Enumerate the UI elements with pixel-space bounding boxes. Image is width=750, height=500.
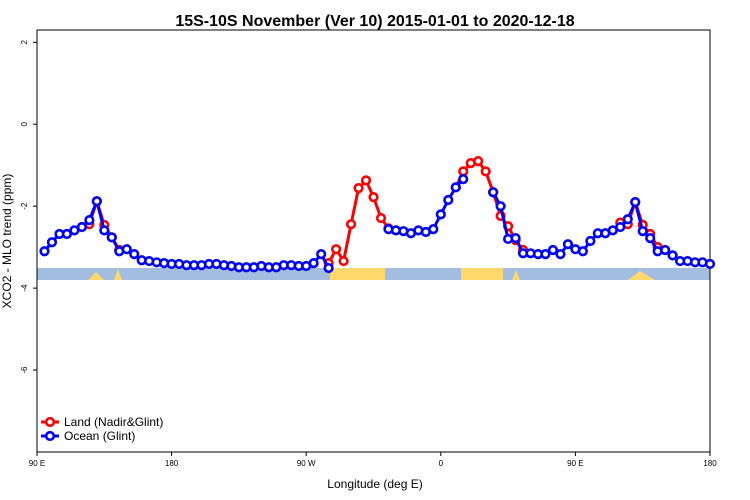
data-point bbox=[704, 258, 716, 270]
data-point bbox=[91, 196, 102, 207]
data-point bbox=[61, 228, 73, 240]
data-point bbox=[540, 249, 551, 260]
data-point bbox=[667, 250, 678, 261]
data-point bbox=[368, 192, 379, 203]
data-point bbox=[39, 246, 50, 257]
x-tick-label: 90 E bbox=[29, 459, 45, 468]
data-point bbox=[473, 156, 484, 167]
data-point bbox=[622, 214, 633, 225]
data-point bbox=[316, 249, 327, 260]
y-tick-label: -6 bbox=[20, 366, 29, 374]
data-point bbox=[121, 244, 132, 255]
y-axis-label: XCO2 - MLO trend (ppm) bbox=[0, 174, 14, 309]
data-point bbox=[129, 249, 140, 260]
x-axis-label: Longitude (deg E) bbox=[327, 477, 422, 491]
data-point bbox=[353, 183, 364, 194]
data-point bbox=[547, 244, 559, 256]
x-tick-label: 180 bbox=[165, 459, 179, 468]
data-point bbox=[660, 244, 671, 256]
legend-label: Ocean (Glint) bbox=[64, 429, 135, 443]
data-point bbox=[645, 233, 656, 244]
legend-marker bbox=[44, 430, 56, 442]
legend-marker bbox=[44, 416, 56, 428]
data-point bbox=[375, 212, 387, 224]
x-tick-label: 90 E bbox=[567, 459, 583, 468]
data-point bbox=[435, 209, 446, 220]
data-point bbox=[345, 219, 357, 230]
y-tick-label: 2 bbox=[20, 40, 29, 45]
data-point bbox=[637, 226, 648, 237]
data-point bbox=[630, 196, 641, 208]
data-point bbox=[106, 232, 117, 243]
data-point bbox=[338, 255, 349, 267]
data-point bbox=[555, 249, 566, 260]
data-point bbox=[99, 225, 110, 236]
y-tick-label: 0 bbox=[20, 121, 29, 126]
data-point bbox=[428, 224, 439, 235]
data-point bbox=[615, 221, 626, 233]
data-point bbox=[360, 175, 372, 186]
y-tick-label: -2 bbox=[20, 202, 29, 210]
plot-frame bbox=[36, 29, 711, 453]
chart-title: 15S-10S November (Ver 10) 2015-01-01 to … bbox=[175, 13, 574, 30]
data-point bbox=[458, 174, 469, 185]
data-point bbox=[562, 239, 574, 250]
y-tick-label: -4 bbox=[20, 284, 29, 292]
x-tick-label: 0 bbox=[439, 459, 444, 468]
series-line bbox=[43, 178, 711, 269]
data-point bbox=[585, 235, 596, 247]
data-point bbox=[488, 187, 499, 198]
data-point bbox=[46, 237, 58, 248]
data-point bbox=[510, 233, 521, 244]
legend: Land (Nadir&Glint)Ocean (Glint) bbox=[41, 415, 163, 443]
data-point bbox=[323, 262, 334, 274]
x-tick-label: 180 bbox=[703, 459, 717, 468]
data-point bbox=[76, 221, 87, 233]
data-point bbox=[84, 215, 95, 226]
x-tick-label: 90 W bbox=[297, 459, 316, 468]
data-point bbox=[495, 201, 506, 212]
land-ocean-strip bbox=[37, 268, 710, 280]
data-point bbox=[458, 166, 469, 177]
legend-label: Land (Nadir&Glint) bbox=[64, 415, 163, 429]
data-point bbox=[577, 246, 588, 257]
data-point bbox=[480, 166, 491, 177]
data-point bbox=[443, 194, 454, 206]
data-point bbox=[450, 182, 461, 193]
data-point bbox=[308, 258, 319, 269]
data-point bbox=[331, 244, 342, 255]
